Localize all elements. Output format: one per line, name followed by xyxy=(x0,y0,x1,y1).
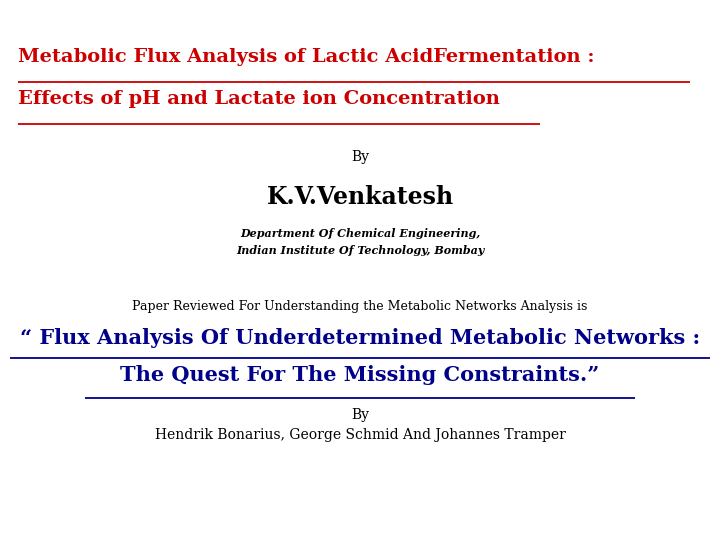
Text: Effects of pH and Lactate ion Concentration: Effects of pH and Lactate ion Concentrat… xyxy=(18,90,500,108)
Text: Indian Institute Of Technology, Bombay: Indian Institute Of Technology, Bombay xyxy=(236,245,484,256)
Text: “ Flux Analysis Of Underdetermined Metabolic Networks :: “ Flux Analysis Of Underdetermined Metab… xyxy=(20,328,700,348)
Text: Paper Reviewed For Understanding the Metabolic Networks Analysis is: Paper Reviewed For Understanding the Met… xyxy=(132,300,588,313)
Text: By: By xyxy=(351,150,369,164)
Text: Hendrik Bonarius, George Schmid And Johannes Tramper: Hendrik Bonarius, George Schmid And Joha… xyxy=(155,428,565,442)
Text: By: By xyxy=(351,408,369,422)
Text: Department Of Chemical Engineering,: Department Of Chemical Engineering, xyxy=(240,228,480,239)
Text: Metabolic Flux Analysis of Lactic AcidFermentation :: Metabolic Flux Analysis of Lactic AcidFe… xyxy=(18,48,595,66)
Text: The Quest For The Missing Constraints.”: The Quest For The Missing Constraints.” xyxy=(120,365,600,385)
Text: K.V.Venkatesh: K.V.Venkatesh xyxy=(266,185,454,209)
